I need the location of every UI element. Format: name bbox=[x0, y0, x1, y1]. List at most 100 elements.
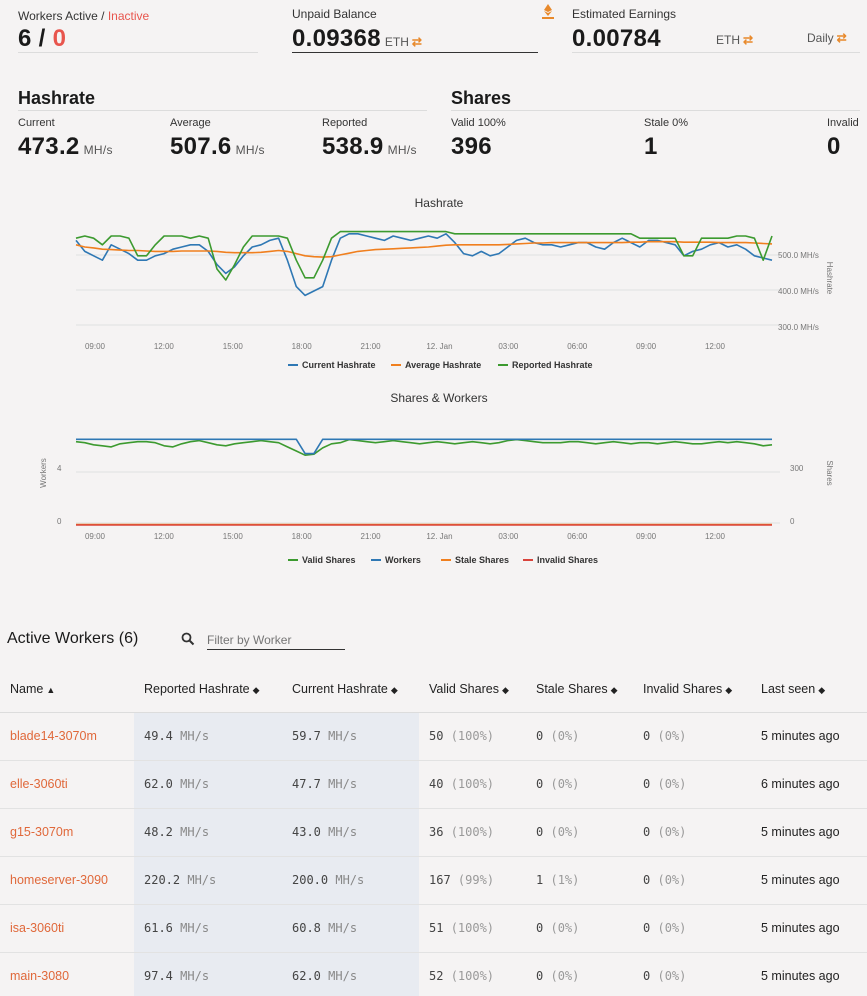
search-icon bbox=[181, 632, 195, 651]
current-hashrate-cell: 47.7 MH/s bbox=[282, 760, 419, 809]
x-tick-label: 09:00 bbox=[636, 532, 657, 541]
sort-icon[interactable]: ◆ bbox=[818, 684, 826, 695]
swap-arrows-icon[interactable]: ⇄ bbox=[836, 31, 847, 45]
x-tick-label: 09:00 bbox=[85, 532, 106, 541]
table-row[interactable]: homeserver-3090 220.2 MH/s 200.0 MH/s 167 (… bbox=[0, 856, 867, 905]
y-tick-label: 300.0 MH/s bbox=[778, 323, 819, 332]
unpaid-balance-value[interactable]: 0.09368 ETH ⇄ bbox=[292, 25, 422, 52]
eth-hand-icon bbox=[541, 3, 555, 19]
col-last-seen[interactable]: Last seen ◆ bbox=[751, 666, 867, 713]
x-tick-label: 15:00 bbox=[223, 532, 244, 541]
col-invalid-shares[interactable]: Invalid Shares ◆ bbox=[633, 666, 751, 713]
stale-shares-label: Stale 0% bbox=[644, 117, 689, 129]
filter-worker-input[interactable] bbox=[207, 630, 345, 650]
table-row[interactable]: g15-3070m 48.2 MH/s 43.0 MH/s 36 (100%) 0 (0… bbox=[0, 808, 867, 857]
col-current-hashrate[interactable]: Current Hashrate ◆ bbox=[282, 666, 419, 713]
sort-icon[interactable]: ◆ bbox=[725, 684, 733, 695]
x-tick-label: 06:00 bbox=[567, 342, 588, 351]
col-valid-shares[interactable]: Valid Shares ◆ bbox=[419, 666, 526, 713]
x-tick-label: 18:00 bbox=[292, 532, 313, 541]
last-seen-cell: 5 minutes ago bbox=[751, 952, 867, 996]
reported-hashrate-cell: 62.0 MH/s bbox=[134, 760, 282, 809]
table-row[interactable]: main-3080 97.4 MH/s 62.0 MH/s 52 (100%) 0 (0… bbox=[0, 952, 867, 996]
series-line-valid-shares bbox=[75, 438, 773, 456]
y-axis-label-left: Workers bbox=[39, 458, 48, 488]
invalid-shares-cell: 0 (0%) bbox=[633, 712, 751, 761]
sort-icon[interactable]: ◆ bbox=[252, 684, 260, 695]
stale-shares-cell: 0 (0%) bbox=[526, 712, 633, 761]
worker-name-link[interactable]: blade14-3070m bbox=[0, 712, 134, 761]
current-hashrate-cell: 59.7 MH/s bbox=[282, 712, 419, 761]
invalid-shares-cell: 0 (0%) bbox=[633, 904, 751, 953]
reported-hashrate-label: Reported bbox=[322, 117, 368, 129]
chart-title: Shares & Workers bbox=[390, 391, 487, 405]
unpaid-balance-label: Unpaid Balance bbox=[292, 7, 377, 21]
shares-section-title: Shares bbox=[451, 88, 512, 108]
y-tick-label: 500.0 MH/s bbox=[778, 251, 819, 260]
earnings-currency[interactable]: ETH ⇄ bbox=[716, 33, 754, 47]
sort-asc-icon[interactable]: ▲ bbox=[46, 684, 56, 695]
hashrate-chart[interactable]: Hashrate 09:00 12:00 15:00 18:00 21:00 12. Jan… bbox=[0, 190, 867, 380]
worker-name-link[interactable]: g15-3070m bbox=[0, 808, 134, 857]
swap-arrows-icon[interactable]: ⇄ bbox=[743, 33, 754, 47]
legend-entry: Current Hashrate bbox=[302, 360, 376, 370]
x-tick-label: 18:00 bbox=[292, 342, 313, 351]
chart-title: Hashrate bbox=[415, 196, 464, 210]
worker-name-link[interactable]: main-3080 bbox=[0, 952, 134, 996]
current-hashrate-value: 473.2 MH/s bbox=[18, 133, 113, 160]
table-row[interactable]: elle-3060ti 62.0 MH/s 47.7 MH/s 40 (100%) 0 … bbox=[0, 760, 867, 809]
x-tick-label: 21:00 bbox=[361, 342, 382, 351]
stale-shares-cell: 0 (0%) bbox=[526, 808, 633, 857]
invalid-shares-value: 0 bbox=[827, 133, 841, 160]
legend-entry: Invalid Shares bbox=[537, 555, 598, 565]
col-name[interactable]: Name ▲ bbox=[0, 666, 134, 713]
stale-shares-cell: 1 (1%) bbox=[526, 856, 633, 905]
earnings-period-toggle[interactable]: Daily ⇄ bbox=[807, 31, 847, 45]
x-tick-label: 12. Jan bbox=[426, 342, 452, 351]
valid-shares-cell: 40 (100%) bbox=[419, 760, 526, 809]
estimated-earnings-value: 0.00784 bbox=[572, 25, 661, 52]
stale-shares-cell: 0 (0%) bbox=[526, 760, 633, 809]
table-row[interactable]: blade14-3070m 49.4 MH/s 59.7 MH/s 50 (100%)… bbox=[0, 712, 867, 761]
x-tick-label: 03:00 bbox=[498, 532, 519, 541]
legend-entry: Valid Shares bbox=[302, 555, 356, 565]
invalid-shares-cell: 0 (0%) bbox=[633, 760, 751, 809]
valid-shares-cell: 36 (100%) bbox=[419, 808, 526, 857]
valid-shares-cell: 52 (100%) bbox=[419, 952, 526, 996]
shares-workers-chart[interactable]: Shares & Workers 09:00 12:00 15:00 18:00 21:0… bbox=[0, 385, 867, 575]
x-tick-label: 12:00 bbox=[705, 342, 726, 351]
worker-name-link[interactable]: isa-3060ti bbox=[0, 904, 134, 953]
reported-hashrate-cell: 49.4 MH/s bbox=[134, 712, 282, 761]
col-stale-shares[interactable]: Stale Shares ◆ bbox=[526, 666, 633, 713]
workers-count: 6 / 0 bbox=[18, 25, 67, 52]
table-header-row: Name ▲ Reported Hashrate ◆ Current Hashrat… bbox=[0, 666, 867, 713]
last-seen-cell: 5 minutes ago bbox=[751, 808, 867, 857]
y-tick-label-right: 300 bbox=[790, 464, 804, 473]
sort-icon[interactable]: ◆ bbox=[501, 684, 509, 695]
worker-name-link[interactable]: homeserver-3090 bbox=[0, 856, 134, 905]
table-row[interactable]: isa-3060ti 61.6 MH/s 60.8 MH/s 51 (100%) 0 (… bbox=[0, 904, 867, 953]
x-tick-label: 12:00 bbox=[154, 532, 175, 541]
workers-active-label: Workers Active / Inactive bbox=[18, 9, 150, 23]
worker-name-link[interactable]: elle-3060ti bbox=[0, 760, 134, 809]
x-tick-label: 03:00 bbox=[498, 342, 519, 351]
sort-icon[interactable]: ◆ bbox=[610, 684, 618, 695]
invalid-shares-cell: 0 (0%) bbox=[633, 856, 751, 905]
legend-entry: Stale Shares bbox=[455, 555, 509, 565]
active-workers-title: Active Workers (6) bbox=[7, 630, 139, 647]
x-tick-label: 09:00 bbox=[85, 342, 106, 351]
last-seen-cell: 5 minutes ago bbox=[751, 712, 867, 761]
sort-icon[interactable]: ◆ bbox=[390, 684, 398, 695]
last-seen-cell: 5 minutes ago bbox=[751, 904, 867, 953]
reported-hashrate-value: 538.9 MH/s bbox=[322, 133, 417, 160]
swap-arrows-icon[interactable]: ⇄ bbox=[411, 35, 422, 49]
legend-entry: Average Hashrate bbox=[405, 360, 481, 370]
invalid-shares-cell: 0 (0%) bbox=[633, 952, 751, 996]
current-hashrate-cell: 200.0 MH/s bbox=[282, 856, 419, 905]
average-hashrate-value: 507.6 MH/s bbox=[170, 133, 265, 160]
legend-entry: Reported Hashrate bbox=[512, 360, 593, 370]
reported-hashrate-cell: 220.2 MH/s bbox=[134, 856, 282, 905]
y-tick-label: 400.0 MH/s bbox=[778, 287, 819, 296]
series-line-workers bbox=[76, 438, 772, 455]
col-reported-hashrate[interactable]: Reported Hashrate ◆ bbox=[134, 666, 282, 713]
